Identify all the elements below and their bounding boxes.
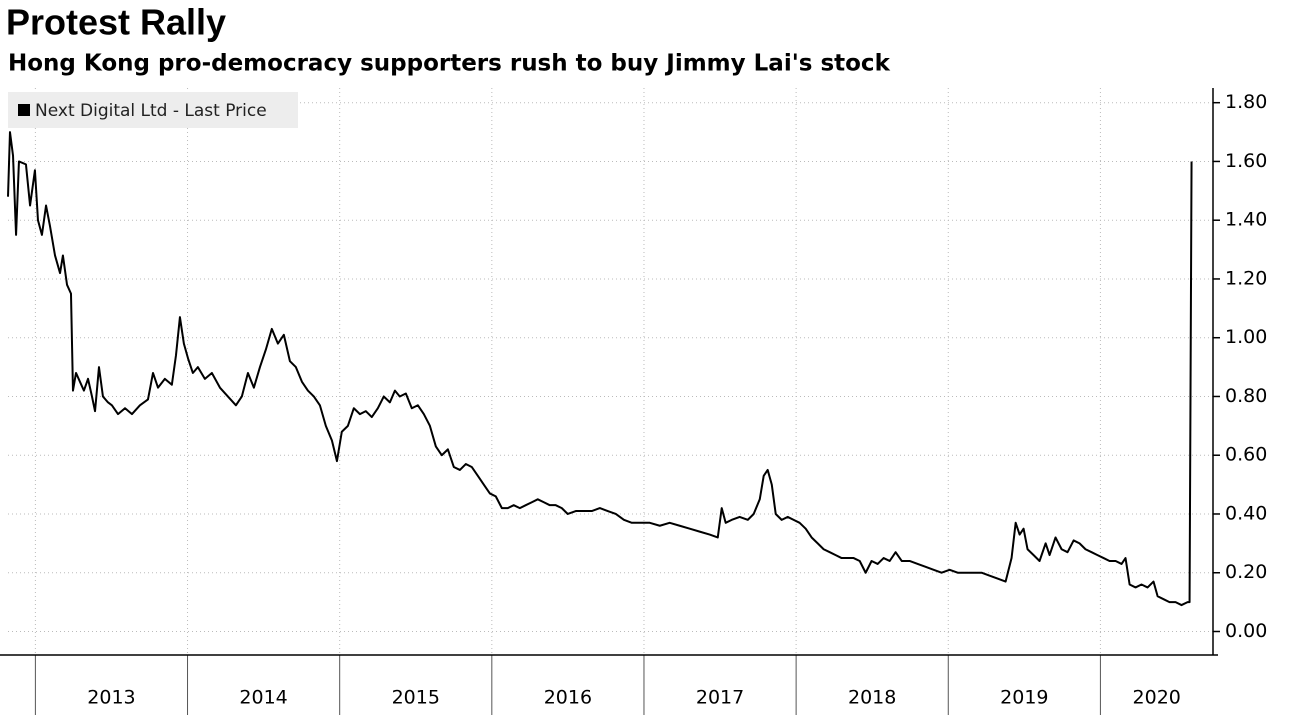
chart-subtitle: Hong Kong pro-democracy supporters rush … [8, 51, 891, 77]
legend-swatch [18, 104, 30, 116]
y-tick-label: 1.60 [1225, 150, 1267, 172]
y-tick-label: 1.40 [1225, 209, 1267, 231]
grid [8, 88, 1213, 655]
x-tick-label: 2019 [1000, 687, 1048, 709]
line-series [7, 131, 1193, 607]
y-tick-label: 0.00 [1225, 620, 1267, 642]
x-tick-label: 2014 [239, 687, 287, 709]
x-tick-label: 2013 [87, 687, 135, 709]
legend-label: Next Digital Ltd - Last Price [35, 101, 267, 121]
x-tick-label: 2015 [392, 687, 440, 709]
plot [7, 131, 1193, 607]
y-tick-label: 1.00 [1225, 326, 1267, 348]
y-tick-label: 0.40 [1225, 502, 1267, 524]
x-tick-label: 2018 [848, 687, 896, 709]
y-tick-label: 1.20 [1225, 267, 1267, 289]
x-tick-label: 2017 [696, 687, 744, 709]
chart-title: Protest Rally [6, 2, 226, 43]
legend-box [8, 92, 298, 128]
axes: 0.00 0.20 0.40 0.60 0.80 1.00 1.20 1.40 1.60 1.80… [0, 88, 1267, 715]
y-tick-label: 0.80 [1225, 385, 1267, 407]
y-tick-label: 0.20 [1225, 561, 1267, 583]
y-tick-label: 0.60 [1225, 444, 1267, 466]
x-tick-label: 2020 [1133, 687, 1181, 709]
x-tick-label: 2016 [544, 687, 592, 709]
legend: Next Digital Ltd - Last Price [8, 92, 298, 128]
y-tick-label: 1.80 [1225, 91, 1267, 113]
